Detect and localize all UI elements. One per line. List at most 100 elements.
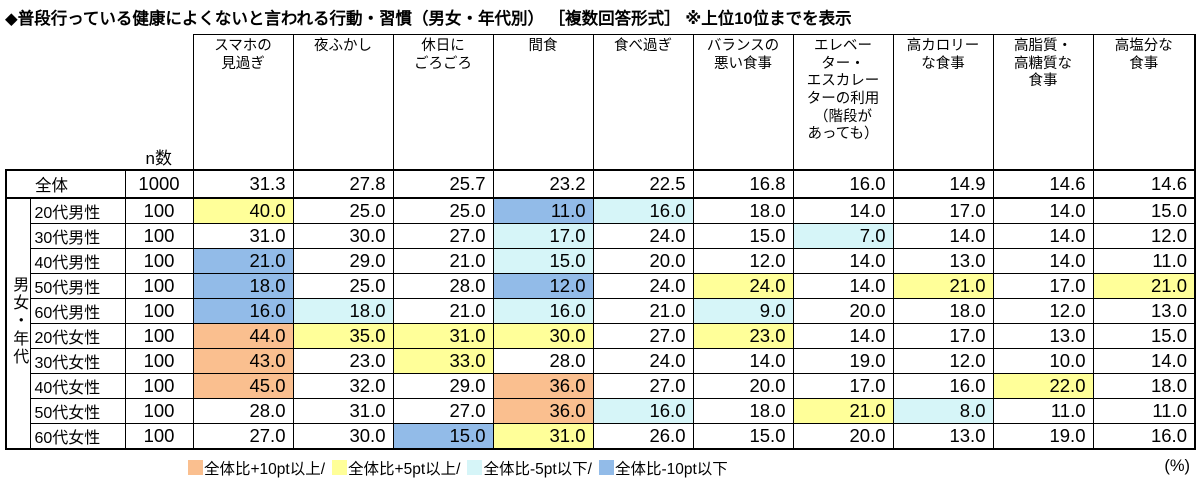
value-cell: 31.0 <box>192 222 294 249</box>
value-cell: 29.0 <box>292 247 394 274</box>
value-cell: 20.0 <box>792 422 894 450</box>
row-label: 30代男性 <box>29 222 126 249</box>
legend-swatch-minus5 <box>467 460 483 475</box>
value-cell: 13.0 <box>892 422 994 450</box>
value-cell: 32.0 <box>292 372 394 399</box>
value-cell: 12.0 <box>692 247 794 274</box>
value-cell: 18.0 <box>892 297 994 324</box>
legend-label: 全体比+5pt以上/ <box>348 460 461 478</box>
value-cell: 12.0 <box>992 297 1094 324</box>
legend-item: 全体比+10pt以上/ <box>188 457 325 479</box>
legend-swatch-plus5 <box>332 460 348 475</box>
value-cell: 25.0 <box>292 272 394 299</box>
value-cell: 16.0 <box>492 297 594 324</box>
row-label: 60代男性 <box>29 297 126 324</box>
n-value: 100 <box>124 272 194 299</box>
value-cell: 14.6 <box>992 168 1094 199</box>
value-cell: 23.0 <box>292 347 394 374</box>
legend-swatch-plus10 <box>188 460 203 475</box>
value-cell: 16.0 <box>592 197 694 224</box>
value-cell: 31.0 <box>492 422 594 450</box>
row-label: 20代男性 <box>29 197 126 224</box>
value-cell: 13.0 <box>992 322 1094 349</box>
value-cell: 30.0 <box>292 222 394 249</box>
total-row-label: 全体 <box>5 168 126 199</box>
legend-swatch-minus10 <box>598 460 614 475</box>
value-cell: 16.8 <box>692 168 794 199</box>
value-cell: 30.0 <box>292 422 394 450</box>
value-cell: 44.0 <box>192 322 294 349</box>
column-header-4: 間食 <box>492 34 594 170</box>
value-cell: 15.0 <box>692 422 794 450</box>
value-cell: 24.0 <box>592 272 694 299</box>
legend-row: 全体比+10pt以上/全体比+5pt以上/全体比-5pt以下/全体比-10pt以… <box>5 457 1194 481</box>
value-cell: 13.0 <box>892 247 994 274</box>
n-value: 100 <box>124 347 194 374</box>
value-cell: 27.8 <box>292 168 394 199</box>
value-cell: 14.0 <box>992 197 1094 224</box>
value-cell: 31.0 <box>292 397 394 424</box>
value-cell: 31.3 <box>192 168 294 199</box>
value-cell: 35.0 <box>292 322 394 349</box>
value-cell: 20.0 <box>692 372 794 399</box>
data-row: 30代男性 100 31.0 30.0 27.0 17.0 24.0 15.0 7.0 14.0 1… <box>6 222 1196 249</box>
value-cell: 12.0 <box>492 272 594 299</box>
value-cell: 13.0 <box>1092 297 1196 324</box>
value-cell: 21.0 <box>792 397 894 424</box>
value-cell: 18.0 <box>692 197 794 224</box>
value-cell: 23.2 <box>492 168 594 199</box>
value-cell: 21.0 <box>1092 272 1196 299</box>
value-cell: 22.0 <box>992 372 1094 399</box>
value-cell: 16.0 <box>792 168 894 199</box>
value-cell: 27.0 <box>392 397 494 424</box>
value-cell: 10.0 <box>992 347 1094 374</box>
data-row: 男女・年代 20代男性 100 40.0 25.0 25.0 11.0 16.0 18.0 14.… <box>5 197 1196 450</box>
value-cell: 24.0 <box>592 347 694 374</box>
value-cell: 27.0 <box>192 422 294 450</box>
value-cell: 27.0 <box>592 322 694 349</box>
value-cell: 30.0 <box>492 322 594 349</box>
value-cell: 8.0 <box>892 397 994 424</box>
value-cell: 27.0 <box>592 372 694 399</box>
value-cell: 14.0 <box>892 222 994 249</box>
value-cell: 40.0 <box>192 197 294 224</box>
value-cell: 17.0 <box>892 197 994 224</box>
value-cell: 14.0 <box>692 347 794 374</box>
value-cell: 16.0 <box>192 297 294 324</box>
total-row: 全体 1000 31.3 27.8 25.7 23.2 22.5 16.8 16.0 14.9 14… <box>5 168 1196 199</box>
value-cell: 25.0 <box>392 197 494 224</box>
column-header-10: 高塩分な 食事 <box>1092 34 1196 170</box>
data-row: 60代男性 100 16.0 18.0 21.0 16.0 21.0 9.0 20.0 18.0 1… <box>6 297 1196 324</box>
data-row: 50代女性 100 28.0 31.0 27.0 36.0 16.0 18.0 21.0 8.0 1… <box>6 397 1196 424</box>
row-label: 20代女性 <box>29 322 126 349</box>
value-cell: 14.0 <box>792 247 894 274</box>
data-row: 40代男性 100 21.0 29.0 21.0 15.0 20.0 12.0 14.0 13.0… <box>6 247 1196 274</box>
data-row: 20代女性 100 44.0 35.0 31.0 30.0 27.0 23.0 14.0 17.0… <box>6 322 1196 349</box>
value-cell: 36.0 <box>492 397 594 424</box>
legend-item: 全体比-5pt以下/ <box>467 457 592 479</box>
value-cell: 25.7 <box>392 168 494 199</box>
row-label: 60代女性 <box>29 422 126 450</box>
row-label: 40代女性 <box>29 372 126 399</box>
value-cell: 20.0 <box>792 297 894 324</box>
legend-label: 全体比-5pt以下/ <box>483 460 592 478</box>
value-cell: 14.0 <box>992 222 1094 249</box>
page-title: ◆普段行っている健康によくないと言われる行動・習慣（男女・年代別） ［複数回答形… <box>5 10 852 28</box>
data-row: 40代女性 100 45.0 32.0 29.0 36.0 27.0 20.0 17.0 16.0… <box>6 372 1196 399</box>
legend-label: 全体比-10pt以下 <box>614 460 728 478</box>
value-cell: 14.0 <box>792 272 894 299</box>
value-cell: 15.0 <box>392 422 494 450</box>
value-cell: 28.0 <box>192 397 294 424</box>
n-value: 100 <box>124 322 194 349</box>
n-value: 100 <box>124 222 194 249</box>
value-cell: 25.0 <box>292 197 394 224</box>
value-cell: 18.0 <box>692 397 794 424</box>
row-label: 50代女性 <box>29 397 126 424</box>
value-cell: 33.0 <box>392 347 494 374</box>
value-cell: 14.0 <box>992 247 1094 274</box>
value-cell: 18.0 <box>1092 372 1196 399</box>
value-cell: 7.0 <box>792 222 894 249</box>
value-cell: 23.0 <box>692 322 794 349</box>
n-value: 100 <box>124 247 194 274</box>
